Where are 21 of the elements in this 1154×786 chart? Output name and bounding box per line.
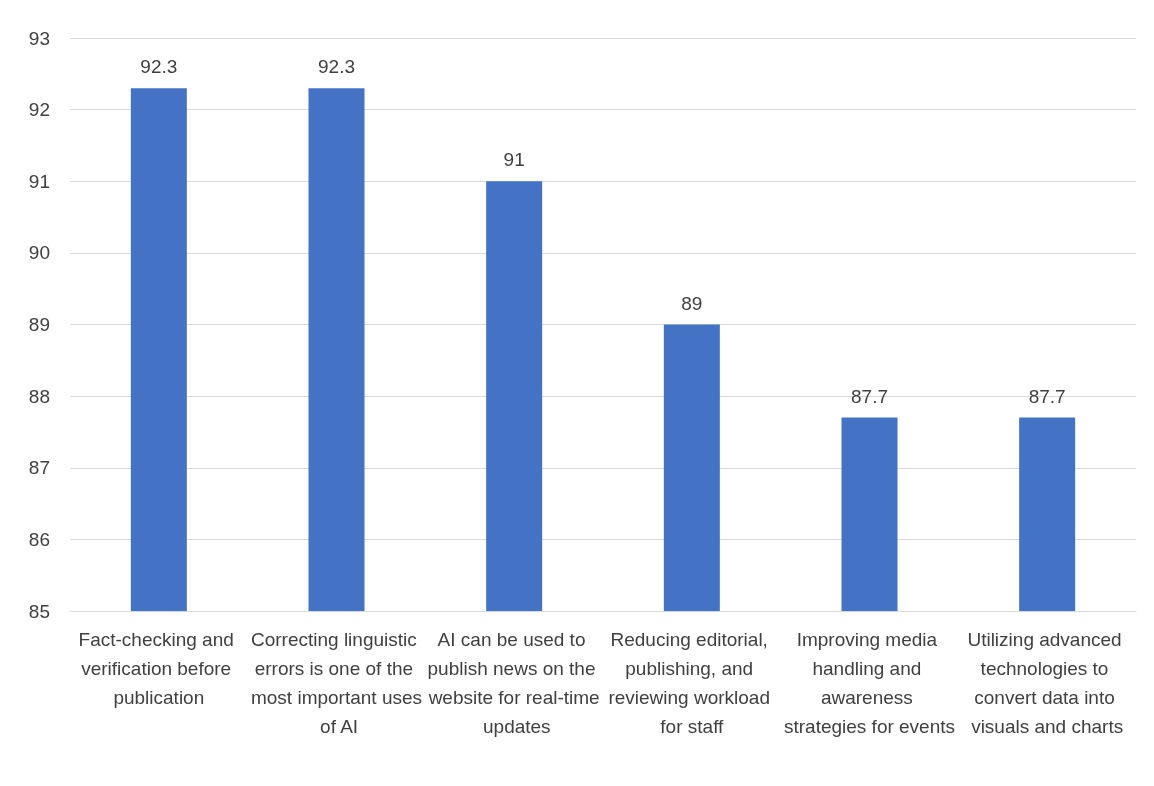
y-tick-label: 93 — [28, 27, 50, 49]
y-tick-label: 90 — [28, 242, 50, 264]
y-tick-label: 92 — [28, 99, 50, 121]
y-tick-label: 88 — [28, 385, 50, 407]
x-tick-label: Correcting linguistic errors is one of the most important uses of AI — [250, 629, 423, 737]
y-tick-label: 87 — [28, 457, 50, 479]
data-label: 89 — [681, 292, 703, 314]
x-tick-label: Utilizing advanced technologies to convert data into visuals and charts — [967, 629, 1127, 737]
x-tick-label: Reducing editorial, publishing, and reviewing workload for staff — [608, 629, 776, 737]
x-tick-label: AI can be used to publish news on the website for real-time updates — [427, 629, 601, 737]
y-tick-label: 91 — [28, 170, 50, 192]
y-tick-label: 85 — [28, 600, 50, 622]
x-tick-label: Improving media handling and awareness strategies for events — [783, 629, 956, 737]
y-tick-label: 86 — [28, 528, 50, 550]
data-label: 87.7 — [1028, 385, 1066, 407]
data-label: 92.3 — [318, 56, 355, 78]
data-label: 87.7 — [851, 385, 888, 407]
x-tick-label: Fact-checking and verification before publication — [78, 629, 240, 708]
y-tick-label: 89 — [28, 314, 50, 335]
data-label: 91 — [503, 149, 525, 171]
data-label: 92.3 — [140, 56, 178, 78]
